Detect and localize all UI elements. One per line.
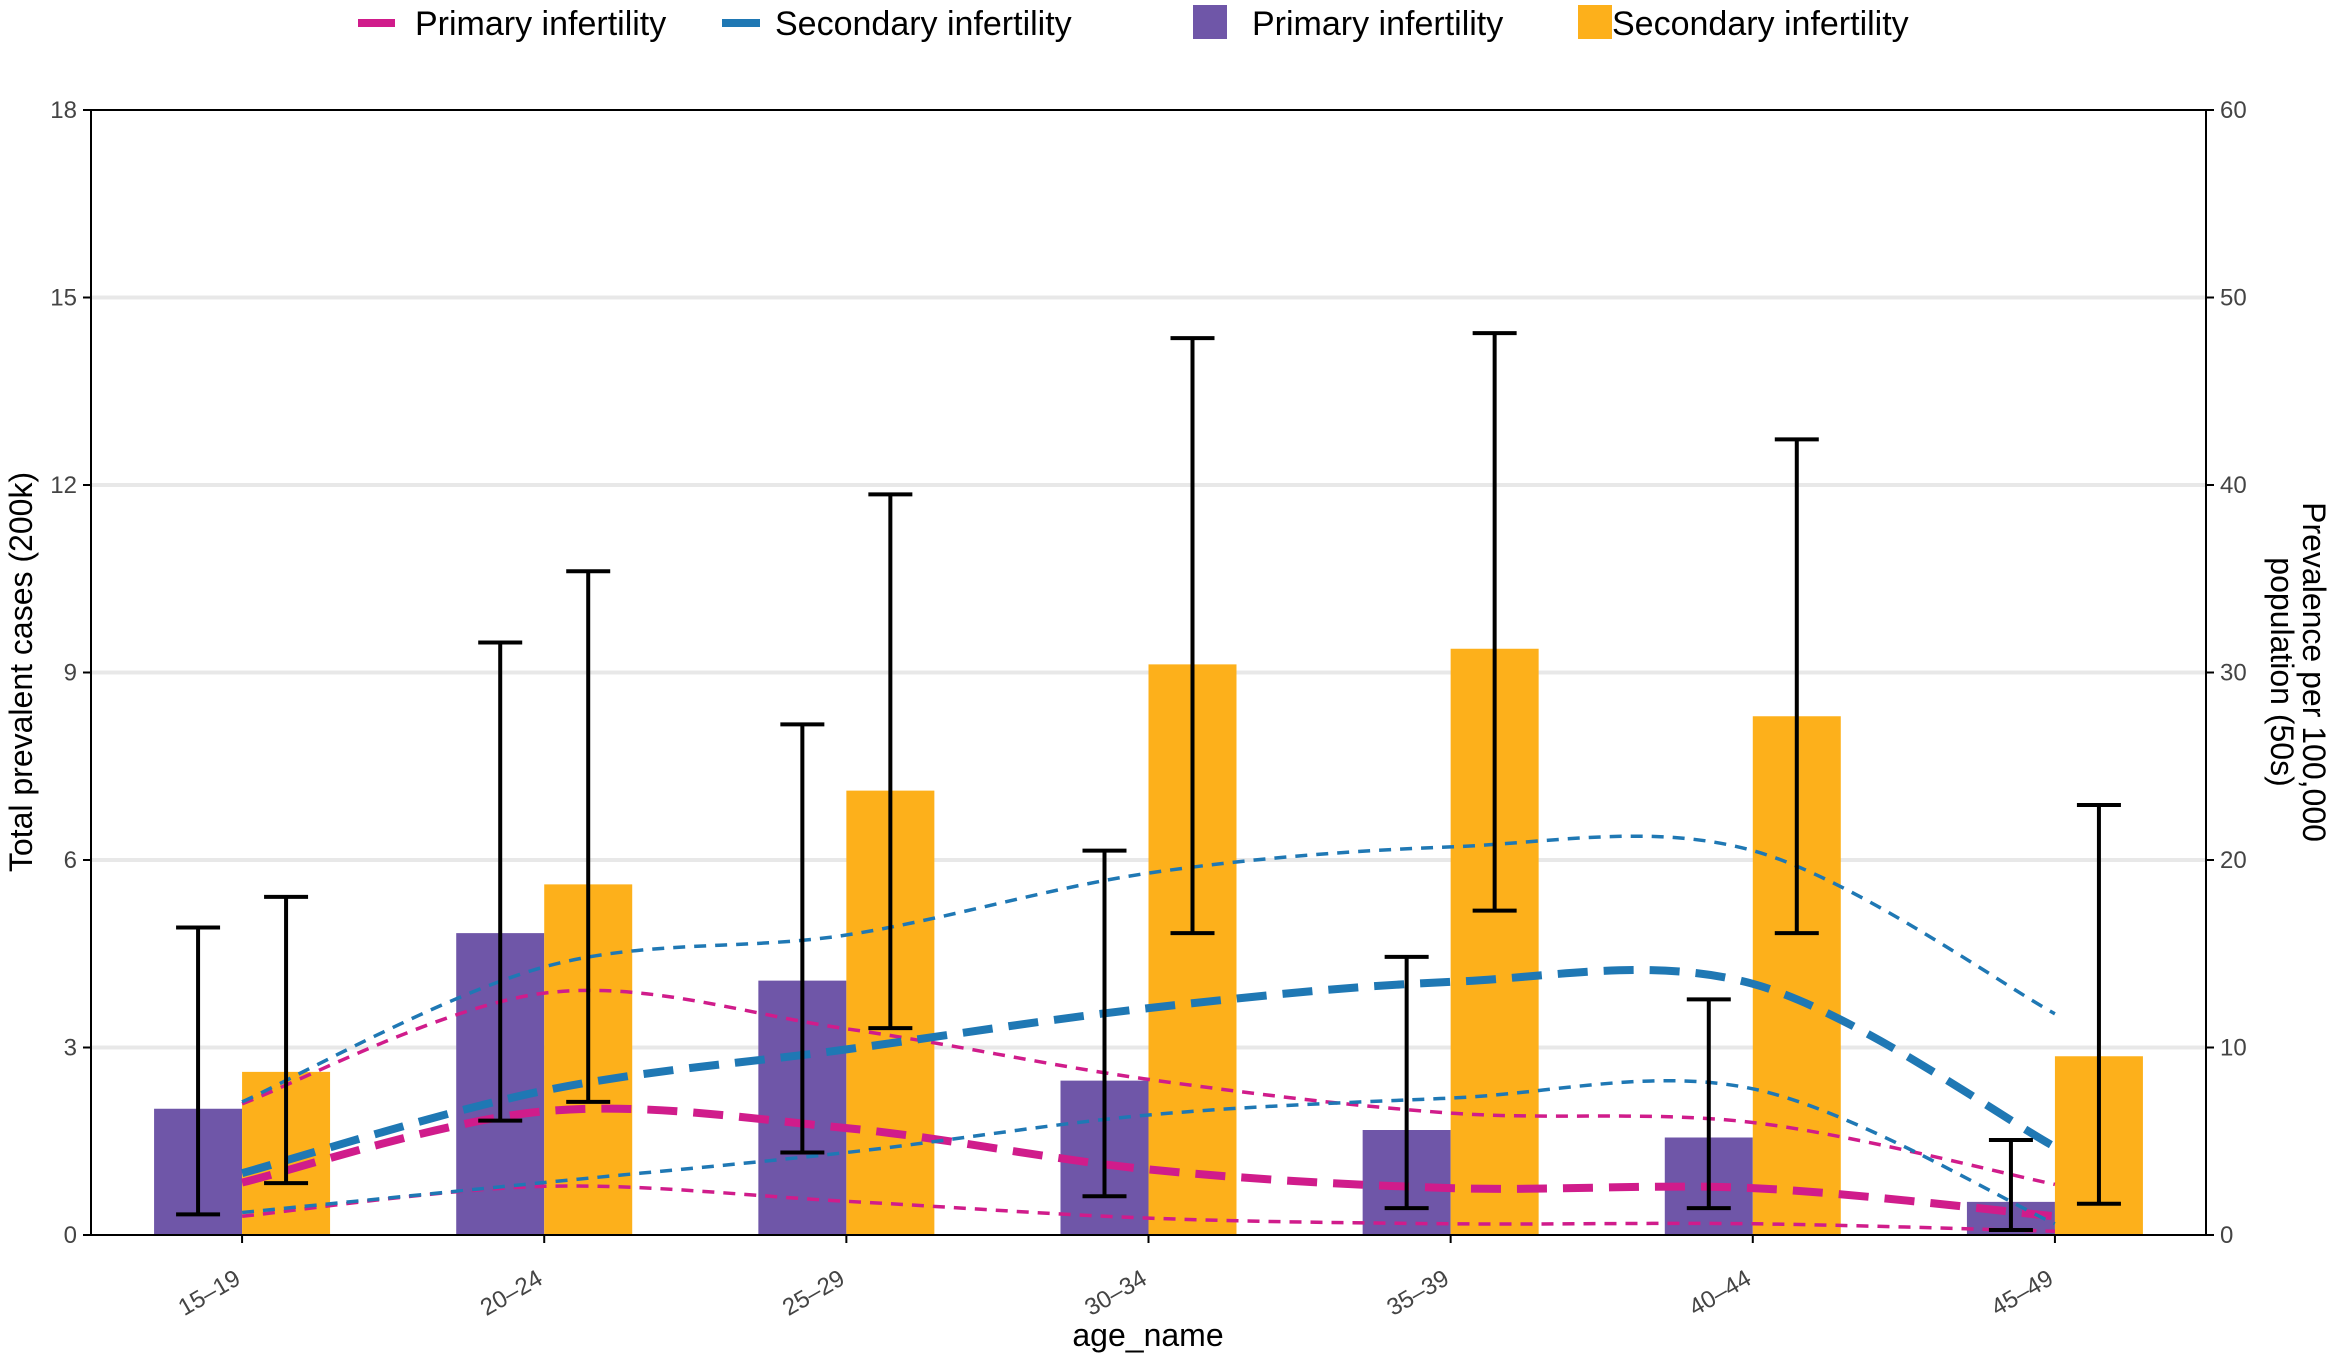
x-tick-label: 20–24 xyxy=(476,1265,547,1322)
x-tick-label: 25–29 xyxy=(778,1265,849,1322)
y-left-tick-label: 0 xyxy=(64,1222,77,1249)
x-axis-title: age_name xyxy=(1072,1317,1223,1353)
y-left-tick-label: 15 xyxy=(50,285,77,312)
legend-bar-secondary-swatch xyxy=(1578,5,1612,39)
y-right-tick-label: 0 xyxy=(2220,1222,2233,1249)
y-left-tick-label: 18 xyxy=(50,97,77,124)
y-left-tick-label: 9 xyxy=(64,660,77,687)
x-tick-label: 35–39 xyxy=(1382,1265,1453,1322)
x-tick-label: 40–44 xyxy=(1684,1265,1755,1322)
errorbars-layer xyxy=(176,331,2121,1232)
legend-bar-secondary-label: Secondary infertility xyxy=(1612,5,1909,43)
legend-line-primary-label: Primary infertility xyxy=(415,5,666,43)
legend: Primary infertility Secondary infertilit… xyxy=(358,5,1909,43)
x-tick-label: 15–19 xyxy=(174,1265,245,1322)
line-primary-lower xyxy=(241,1184,2055,1234)
y-right-tick-label: 10 xyxy=(2220,1035,2247,1062)
line-primary-upper xyxy=(241,988,2056,1187)
y-right-tick-label: 20 xyxy=(2220,847,2247,874)
y-axis-left-title: Total prevalent cases (200k) xyxy=(3,472,39,872)
bars-layer xyxy=(154,648,2143,1235)
y-right-tick-label: 40 xyxy=(2220,472,2247,499)
y-right-tick-label: 50 xyxy=(2220,285,2247,312)
y-left-tick-label: 6 xyxy=(64,847,77,874)
lines-layer xyxy=(241,834,2057,1234)
legend-line-secondary-label: Secondary infertility xyxy=(775,5,1072,43)
line-secondary-lower xyxy=(241,1078,2056,1226)
y-left-tick-label: 3 xyxy=(64,1035,77,1062)
y-left-tick-label: 12 xyxy=(50,472,77,499)
y-right-tick-label: 60 xyxy=(2220,97,2247,124)
y-axis-right-title-line2: population (50s) xyxy=(2264,557,2300,786)
y-right-tick-label: 30 xyxy=(2220,660,2247,687)
line-secondary-mean xyxy=(241,966,2057,1177)
legend-bar-primary-swatch xyxy=(1193,5,1227,39)
legend-bar-primary-label: Primary infertility xyxy=(1252,5,1503,43)
x-tick-label: 45–49 xyxy=(1987,1265,2058,1322)
x-tick-label: 30–34 xyxy=(1080,1265,1151,1322)
y-axis-right-title-line1: Prevalence per 100,000 xyxy=(2296,502,2332,842)
line-primary-mean xyxy=(241,1104,2056,1221)
